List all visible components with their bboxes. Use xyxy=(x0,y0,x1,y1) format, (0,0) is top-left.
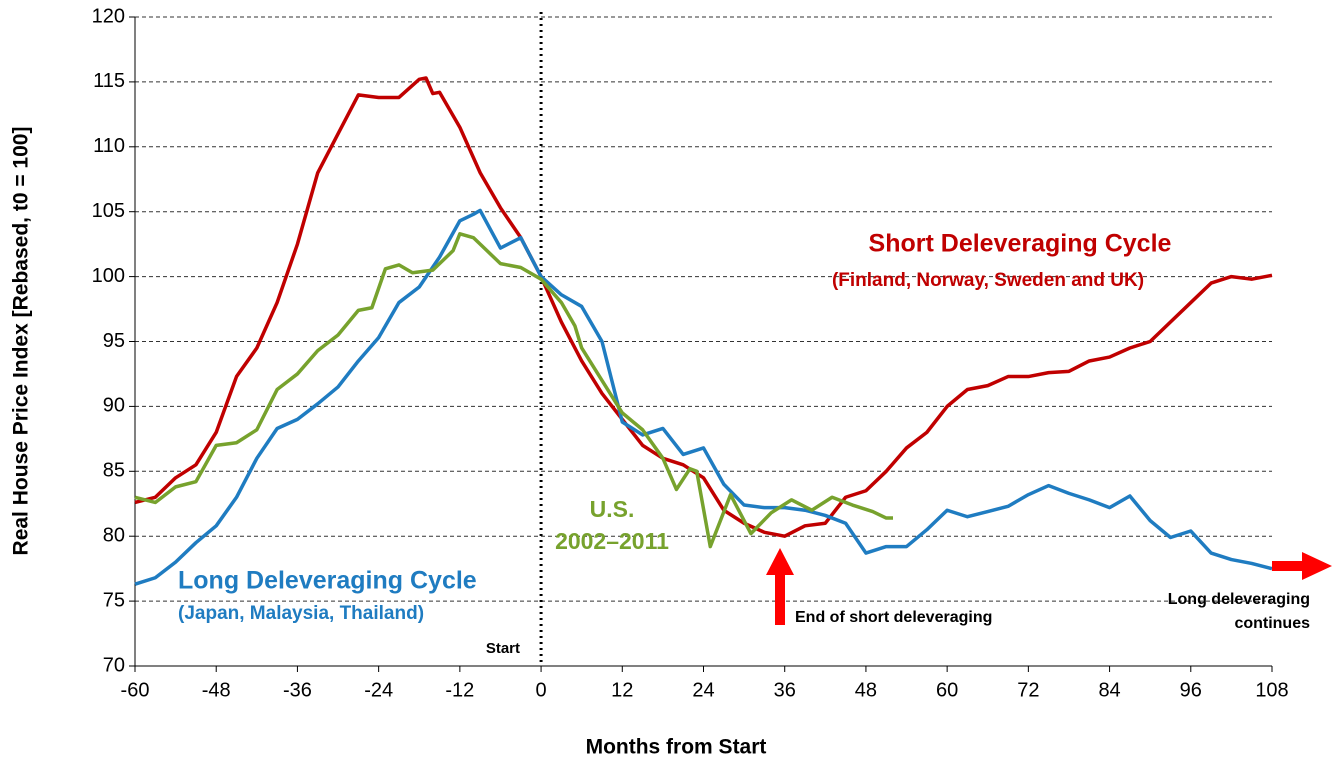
x-tick-label: 84 xyxy=(1098,679,1120,701)
y-axis-label: Real House Price Index [Rebased, t0 = 10… xyxy=(10,127,33,556)
y-tick-label: 85 xyxy=(103,460,125,482)
x-tick-label: 36 xyxy=(774,679,796,701)
x-axis-label: Months from Start xyxy=(586,736,767,759)
y-tick-label: 110 xyxy=(93,135,125,157)
annotation: U.S. xyxy=(590,496,635,522)
x-tick-label: -24 xyxy=(364,679,393,701)
y-tick-label: 120 xyxy=(92,5,125,27)
y-tick-label: 75 xyxy=(103,589,125,611)
annotation: continues xyxy=(1234,615,1310,632)
y-tick-label: 95 xyxy=(103,330,125,352)
y-tick-label: 70 xyxy=(103,654,125,676)
series-line xyxy=(134,76,1273,538)
annotation: 2002–2011 xyxy=(555,528,669,554)
x-tick-label: 108 xyxy=(1255,679,1288,701)
x-tick-label: -60 xyxy=(121,679,150,701)
annotation: Long Deleveraging Cycle xyxy=(178,567,477,595)
arrow-up xyxy=(766,548,794,625)
annotation: Long deleveraging xyxy=(1168,591,1310,608)
x-tick-label: -48 xyxy=(202,679,231,701)
x-tick-label: 48 xyxy=(855,679,877,701)
x-tick-label: 60 xyxy=(936,679,958,701)
annotations: Short Deleveraging Cycle (Finland, Norwa… xyxy=(178,230,1332,657)
series-line xyxy=(134,232,893,549)
y-tick-label: 90 xyxy=(103,395,125,417)
y-tick-label: 80 xyxy=(103,524,125,546)
x-tick-label: -12 xyxy=(445,679,474,701)
annotation: Start xyxy=(486,640,520,657)
annotation: Short Deleveraging Cycle xyxy=(869,230,1172,258)
x-tick-label: 0 xyxy=(536,679,547,701)
annotation: End of short deleveraging xyxy=(795,609,992,626)
x-tick-label: 24 xyxy=(692,679,714,701)
x-tick-label: 96 xyxy=(1180,679,1202,701)
x-tick-label: 72 xyxy=(1017,679,1039,701)
y-tick-label: 105 xyxy=(92,200,125,222)
annotation: (Finland, Norway, Sweden and UK) xyxy=(832,270,1144,291)
x-tick-label: 12 xyxy=(611,679,633,701)
y-tick-label: 115 xyxy=(93,70,125,92)
arrow-right xyxy=(1272,552,1332,580)
annotation: (Japan, Malaysia, Thailand) xyxy=(178,603,424,624)
series-line xyxy=(134,208,1273,586)
x-tick-label: -36 xyxy=(283,679,312,701)
y-tick-label: 100 xyxy=(92,265,125,287)
